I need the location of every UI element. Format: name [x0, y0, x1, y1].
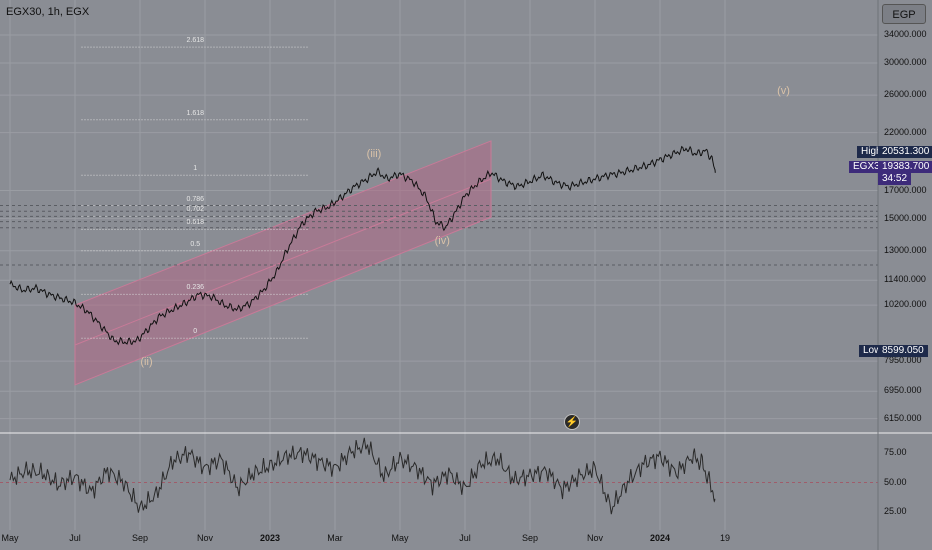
- price-tick-label: 11400.000: [884, 274, 926, 285]
- regression-channel: [74, 140, 492, 386]
- osc-tick-label: 50.00: [884, 476, 907, 487]
- time-tick-label: Sep: [521, 533, 539, 543]
- time-tick-label: May: [391, 533, 409, 543]
- fib-label: 0.618: [186, 219, 205, 227]
- channel-band: [74, 140, 492, 386]
- fib-label: 2.618: [186, 37, 205, 45]
- time-tick-label: 2023: [259, 533, 281, 543]
- time-tick-label: 2024: [649, 533, 671, 543]
- fib-label: 0.786: [186, 195, 205, 203]
- time-tick-label: 19: [719, 533, 731, 543]
- price-tick-label: 30000.000: [884, 57, 927, 68]
- price-tick-label: 17000.000: [884, 184, 927, 195]
- price-tick-label: 6950.000: [884, 385, 922, 396]
- fib-label: 0.5: [190, 240, 201, 248]
- price-tick-label: 7950.000: [884, 355, 922, 366]
- price-tick-label: 15000.000: [884, 212, 927, 223]
- fib-label: 1.618: [186, 109, 205, 117]
- wave-label: (iii): [366, 148, 382, 161]
- osc-tick-label: 25.00: [884, 506, 907, 517]
- price-tick-label: 26000.000: [884, 89, 927, 100]
- fib-label: 1: [193, 165, 198, 173]
- fib-label: 0.702: [186, 206, 205, 214]
- currency-button[interactable]: EGP: [882, 4, 926, 24]
- flash-icon[interactable]: ⚡: [564, 414, 580, 430]
- price-tick-label: 6150.000: [884, 412, 922, 423]
- price-tick-label: 34000.000: [884, 28, 927, 39]
- fibonacci-levels: [0, 46, 878, 339]
- plot-background: [0, 0, 878, 550]
- time-tick-label: Jul: [69, 533, 81, 543]
- countdown-tag: 34:52: [878, 173, 912, 185]
- channel-midline: [74, 178, 492, 346]
- symbol-title[interactable]: EGX30, 1h, EGX: [6, 6, 90, 18]
- wave-label: (v): [777, 84, 790, 97]
- fib-label: 0.236: [186, 284, 205, 292]
- high-value-tag: 20531.300: [878, 146, 932, 158]
- osc-line: [9, 437, 716, 515]
- time-tick-label: Nov: [586, 533, 604, 543]
- price-series: [9, 145, 716, 346]
- wave-label: (iv): [434, 234, 450, 247]
- time-tick-label: Sep: [131, 533, 149, 543]
- price-tick-label: 10200.000: [884, 299, 927, 310]
- oscillator-pane: [0, 437, 878, 515]
- low-value-tag: 8599.050: [878, 345, 928, 357]
- time-tick-label: May: [1, 533, 19, 543]
- time-tick-label: Mar: [327, 533, 343, 543]
- price-line: [9, 145, 716, 346]
- price-tick-label: 22000.000: [884, 126, 927, 137]
- time-tick-label: Jul: [459, 533, 471, 543]
- fib-label: 0: [193, 328, 198, 336]
- osc-tick-label: 75.00: [884, 446, 907, 457]
- last-price-tag: 19383.700: [878, 161, 932, 173]
- wave-label: (ii): [140, 356, 153, 369]
- time-tick-label: Nov: [196, 533, 214, 543]
- price-tick-label: 13000.000: [884, 244, 927, 255]
